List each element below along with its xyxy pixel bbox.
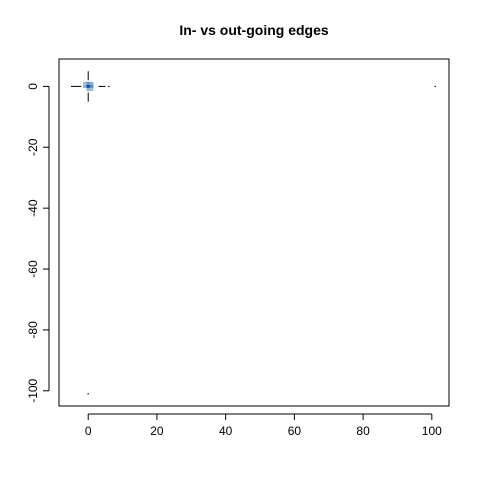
chart-title: In- vs out-going edges bbox=[179, 22, 329, 38]
y-tick-label: -40 bbox=[26, 199, 40, 217]
y-tick-label: -60 bbox=[26, 260, 40, 278]
data-point bbox=[87, 393, 90, 395]
heatmap-cell bbox=[89, 81, 94, 85]
data-point bbox=[434, 85, 437, 87]
y-tick-label: -100 bbox=[26, 378, 40, 402]
data-point bbox=[108, 85, 110, 87]
x-axis: 0 20 40 60 80 100 bbox=[85, 413, 442, 438]
edge-segments bbox=[71, 71, 106, 102]
x-tick-label: 60 bbox=[288, 424, 302, 438]
y-tick-label: -80 bbox=[26, 321, 40, 339]
x-tick-label: 20 bbox=[150, 424, 164, 438]
x-tick-label: 40 bbox=[219, 424, 233, 438]
x-tick-label: 80 bbox=[356, 424, 370, 438]
heatmap-cell bbox=[86, 81, 90, 85]
heatmap-cells bbox=[83, 81, 94, 91]
heatmap-cell bbox=[86, 84, 90, 88]
heatmap-cell bbox=[89, 84, 94, 88]
heatmap-cell bbox=[86, 87, 90, 91]
x-tick-label: 100 bbox=[422, 424, 442, 438]
heatmap-cell bbox=[83, 84, 87, 88]
x-tick-label: 0 bbox=[85, 424, 92, 438]
plot-frame bbox=[58, 58, 450, 407]
y-axis: 0 -20 -40 -60 -80 -100 bbox=[26, 83, 50, 403]
y-tick-label: 0 bbox=[26, 83, 40, 90]
y-tick-label: -20 bbox=[26, 138, 40, 156]
heatmap-cell bbox=[83, 81, 87, 85]
data-points bbox=[87, 85, 437, 395]
heatmap-cell bbox=[89, 87, 94, 91]
